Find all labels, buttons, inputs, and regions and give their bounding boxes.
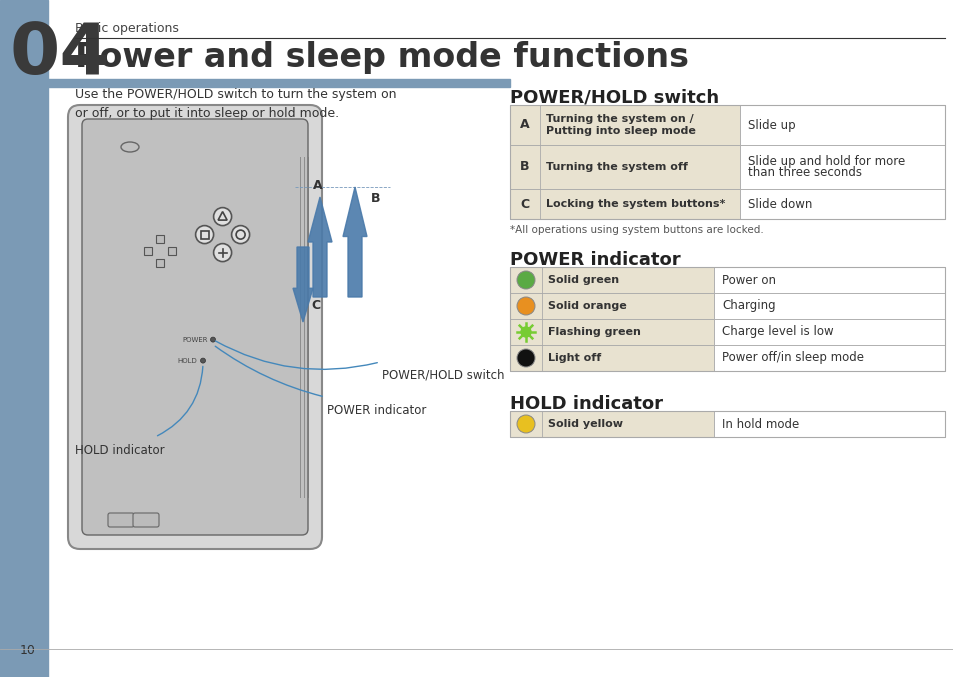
Text: Power on: Power on <box>721 274 775 286</box>
Text: HOLD: HOLD <box>177 357 196 364</box>
Circle shape <box>520 327 531 337</box>
Text: POWER/HOLD switch: POWER/HOLD switch <box>510 88 719 106</box>
Bar <box>510 105 944 219</box>
Text: Putting into sleep mode: Putting into sleep mode <box>545 126 695 136</box>
Text: B: B <box>371 192 380 206</box>
Bar <box>713 319 944 345</box>
Text: Turning the system off: Turning the system off <box>545 162 687 172</box>
Bar <box>510 411 944 437</box>
Text: 10: 10 <box>20 644 36 657</box>
Circle shape <box>195 225 213 244</box>
Bar <box>510 267 944 371</box>
Bar <box>740 189 944 219</box>
Text: POWER/HOLD switch: POWER/HOLD switch <box>381 369 504 382</box>
Circle shape <box>213 208 232 225</box>
Text: Solid orange: Solid orange <box>547 301 626 311</box>
Bar <box>144 247 152 255</box>
Bar <box>169 247 176 255</box>
Bar <box>713 345 944 371</box>
Text: Power and sleep mode functions: Power and sleep mode functions <box>75 41 688 74</box>
Text: HOLD indicator: HOLD indicator <box>510 395 662 413</box>
Text: *All operations using system buttons are locked.: *All operations using system buttons are… <box>510 225 763 235</box>
Bar <box>510 145 740 189</box>
Text: Slide up: Slide up <box>747 118 795 131</box>
Text: C: C <box>311 299 320 312</box>
Polygon shape <box>293 247 313 322</box>
Circle shape <box>211 337 215 342</box>
Bar <box>510 319 713 345</box>
Bar <box>156 236 164 244</box>
Circle shape <box>517 297 535 315</box>
Circle shape <box>232 225 250 244</box>
Circle shape <box>517 349 535 367</box>
Circle shape <box>517 271 535 289</box>
FancyBboxPatch shape <box>82 119 308 535</box>
Bar <box>156 259 164 267</box>
Bar <box>510 267 713 293</box>
Circle shape <box>517 415 535 433</box>
Text: than three seconds: than three seconds <box>747 167 862 179</box>
Text: A: A <box>313 179 322 192</box>
Bar <box>740 105 944 145</box>
Text: Charging: Charging <box>721 299 775 313</box>
Text: B: B <box>519 160 529 173</box>
Text: Locking the system buttons*: Locking the system buttons* <box>545 199 724 209</box>
FancyBboxPatch shape <box>108 513 133 527</box>
Circle shape <box>200 358 205 363</box>
FancyBboxPatch shape <box>68 105 322 549</box>
Bar <box>713 267 944 293</box>
Bar <box>200 231 209 238</box>
FancyBboxPatch shape <box>132 513 159 527</box>
Bar <box>510 293 713 319</box>
Text: 04: 04 <box>10 20 111 89</box>
Bar <box>713 293 944 319</box>
Text: Slide up and hold for more: Slide up and hold for more <box>747 154 904 167</box>
Bar <box>510 345 713 371</box>
Text: Solid yellow: Solid yellow <box>547 419 622 429</box>
Text: POWER: POWER <box>182 336 208 343</box>
Text: POWER indicator: POWER indicator <box>510 251 679 269</box>
Text: A: A <box>519 118 529 131</box>
Text: Slide down: Slide down <box>747 198 812 211</box>
Text: HOLD indicator: HOLD indicator <box>75 444 165 457</box>
Polygon shape <box>343 187 367 297</box>
Text: Use the POWER/HOLD switch to turn the system on
or off, or to put it into sleep : Use the POWER/HOLD switch to turn the sy… <box>75 88 396 120</box>
Polygon shape <box>308 197 332 297</box>
Bar <box>510 105 740 145</box>
Bar <box>0 0 48 677</box>
Text: Flashing green: Flashing green <box>547 327 640 337</box>
Text: Light off: Light off <box>547 353 600 363</box>
Bar <box>510 189 740 219</box>
Bar <box>740 145 944 189</box>
Text: Basic operations: Basic operations <box>75 22 179 35</box>
Text: C: C <box>520 198 529 211</box>
Text: In hold mode: In hold mode <box>721 418 799 431</box>
Bar <box>510 411 713 437</box>
Ellipse shape <box>121 142 139 152</box>
Text: Charge level is low: Charge level is low <box>721 326 833 338</box>
Bar <box>713 411 944 437</box>
Text: Power off/in sleep mode: Power off/in sleep mode <box>721 351 863 364</box>
Circle shape <box>213 244 232 261</box>
Text: Solid green: Solid green <box>547 275 618 285</box>
Bar <box>0 79 510 87</box>
Text: Turning the system on /: Turning the system on / <box>545 114 693 124</box>
Text: POWER indicator: POWER indicator <box>327 404 426 417</box>
